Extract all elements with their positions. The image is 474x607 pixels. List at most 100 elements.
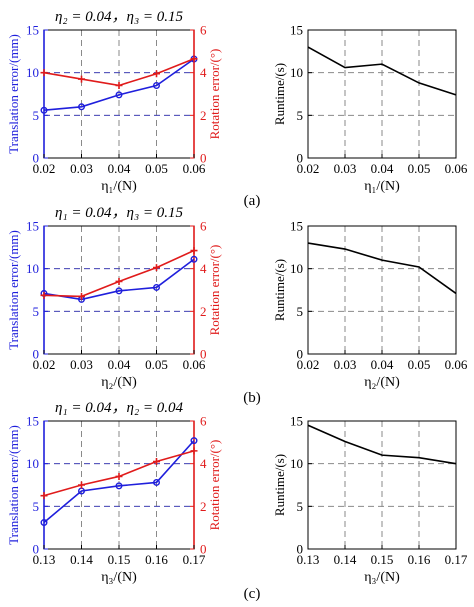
grid (44, 421, 194, 549)
x-tick-label: 0.15 (371, 552, 394, 567)
y-axis-label: Translation error/(mm) (6, 34, 21, 154)
y-right-axis-label: Rotation error/(°) (207, 245, 222, 336)
x-tick-label: 0.05 (408, 161, 431, 176)
y-axis-label: Runtime/(s) (272, 454, 287, 516)
data-point (78, 75, 85, 83)
data-point (40, 69, 48, 77)
y-right-tick-label: 4 (200, 261, 207, 276)
y-tick-label: 5 (33, 499, 40, 514)
series-0 (307, 424, 457, 465)
data-point (190, 55, 198, 63)
x-tick-label: 0.03 (334, 357, 357, 372)
y-right-tick-label: 0 (200, 542, 207, 557)
y-right-axis-label: Rotation error/(°) (207, 440, 222, 531)
chart-b-right: 0.02 0.03 0.04 0.05 0.06 η₂/(N) 0 5 10 15 Runtime/… (272, 219, 468, 391)
chart-a-right: 0.02 0.03 0.04 0.05 0.06 η₁/(N) 0 5 10 15 Runtime/… (272, 23, 468, 195)
y-right-tick-label: 0 (200, 347, 207, 362)
y-right-tick-label: 4 (200, 65, 207, 80)
data-point (78, 292, 85, 300)
data-point (115, 91, 123, 99)
x-tick-label: 0.04 (108, 161, 131, 176)
series-0 (307, 242, 457, 295)
y-tick-label: 0 (33, 151, 40, 166)
y-axis-label: Translation error/(mm) (6, 425, 21, 545)
y-axis-label: Translation error/(mm) (6, 230, 21, 350)
x-tick-label: 0.06 (445, 357, 468, 372)
y-tick-label: 0 (297, 542, 304, 557)
data-point (190, 255, 198, 263)
chart-a-left: 0.02 0.03 0.04 0.05 0.06 η₁/(N) 0 5 10 15 Translat… (6, 9, 222, 194)
y-right-tick-label: 0 (200, 151, 207, 166)
x-tick-label: 0.05 (145, 161, 168, 176)
data-point (115, 277, 123, 285)
y-tick-label: 15 (290, 414, 303, 429)
x-axis-label: η₃/(N) (364, 570, 400, 585)
data-point (40, 106, 48, 114)
series-0 (307, 46, 457, 96)
y-tick-label: 0 (33, 542, 40, 557)
x-tick-label: 0.06 (183, 161, 206, 176)
y-tick-label: 0 (297, 347, 304, 362)
data-point (115, 472, 123, 480)
x-tick-label: 0.14 (70, 552, 93, 567)
series-1 (40, 247, 198, 300)
chart-c-right: 0.13 0.14 0.15 0.16 0.17 η₃/(N) 0 5 10 15 Runtime/… (272, 414, 468, 586)
y-tick-label: 0 (297, 151, 304, 166)
chart-b-left: 0.02 0.03 0.04 0.05 0.06 η₂/(N) 0 5 10 15 Translat… (6, 205, 222, 390)
x-tick-label: 0.02 (33, 357, 56, 372)
x-tick-label: 0.02 (297, 357, 320, 372)
data-point (40, 291, 48, 299)
x-tick-label: 0.15 (108, 552, 131, 567)
data-point (190, 447, 198, 455)
y-tick-label: 10 (290, 261, 303, 276)
x-tick-label: 0.04 (371, 357, 394, 372)
y-tick-label: 15 (290, 23, 303, 38)
captions: (a) (b) (c) (243, 193, 261, 602)
chart-c-left: 0.13 0.14 0.15 0.16 0.17 η₃/(N) 0 5 10 15 Translat… (6, 400, 222, 585)
data-point (153, 264, 160, 272)
y-tick-label: 5 (297, 304, 304, 319)
series-1 (40, 55, 198, 89)
y-right-tick-label: 2 (200, 499, 207, 514)
y-axis-label: Runtime/(s) (272, 259, 287, 321)
data-point (40, 492, 48, 500)
y-tick-label: 5 (33, 108, 40, 123)
x-axis-label: η₁/(N) (101, 179, 137, 194)
chart-title: η₁ = 0.04，η₃ = 0.15 (55, 205, 184, 221)
chart-title: η₁ = 0.04，η₂ = 0.04 (55, 400, 184, 416)
caption-a: (a) (244, 193, 261, 209)
series-line (43, 58, 195, 112)
grid (308, 30, 456, 158)
y-tick-label: 10 (26, 456, 39, 471)
grid (44, 30, 194, 158)
x-tick-label: 0.05 (408, 357, 431, 372)
x-tick-label: 0.02 (297, 161, 320, 176)
x-tick-label: 0.16 (408, 552, 431, 567)
y-right-axis-label: Rotation error/(°) (207, 49, 222, 140)
series-line (307, 46, 457, 96)
x-tick-label: 0.06 (445, 161, 468, 176)
series-0 (40, 255, 198, 303)
y-tick-label: 0 (33, 347, 40, 362)
data-point (40, 519, 48, 527)
y-tick-label: 5 (297, 499, 304, 514)
data-point (152, 283, 160, 291)
x-tick-label: 0.03 (70, 357, 93, 372)
series-line (307, 424, 457, 465)
data-point (115, 81, 123, 89)
x-axis-label: η₁/(N) (364, 179, 400, 194)
grid (308, 421, 456, 549)
x-tick-label: 0.04 (108, 357, 131, 372)
y-tick-label: 10 (290, 456, 303, 471)
x-tick-label: 0.14 (334, 552, 357, 567)
y-axis-label: Runtime/(s) (272, 63, 287, 125)
y-right-tick-label: 2 (200, 108, 207, 123)
x-tick-label: 0.04 (371, 161, 394, 176)
grid (308, 226, 456, 354)
y-tick-label: 5 (33, 304, 40, 319)
y-tick-label: 10 (290, 65, 303, 80)
x-tick-label: 0.03 (334, 161, 357, 176)
chart-title: η₂ = 0.04，η₃ = 0.15 (55, 9, 184, 25)
data-point (77, 103, 85, 111)
data-point (190, 247, 198, 255)
